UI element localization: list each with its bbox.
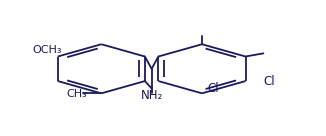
Text: Cl: Cl: [208, 82, 219, 95]
Text: NH₂: NH₂: [141, 89, 163, 102]
Text: OCH₃: OCH₃: [32, 45, 62, 55]
Text: Cl: Cl: [264, 75, 275, 88]
Text: CH₃: CH₃: [66, 89, 87, 99]
